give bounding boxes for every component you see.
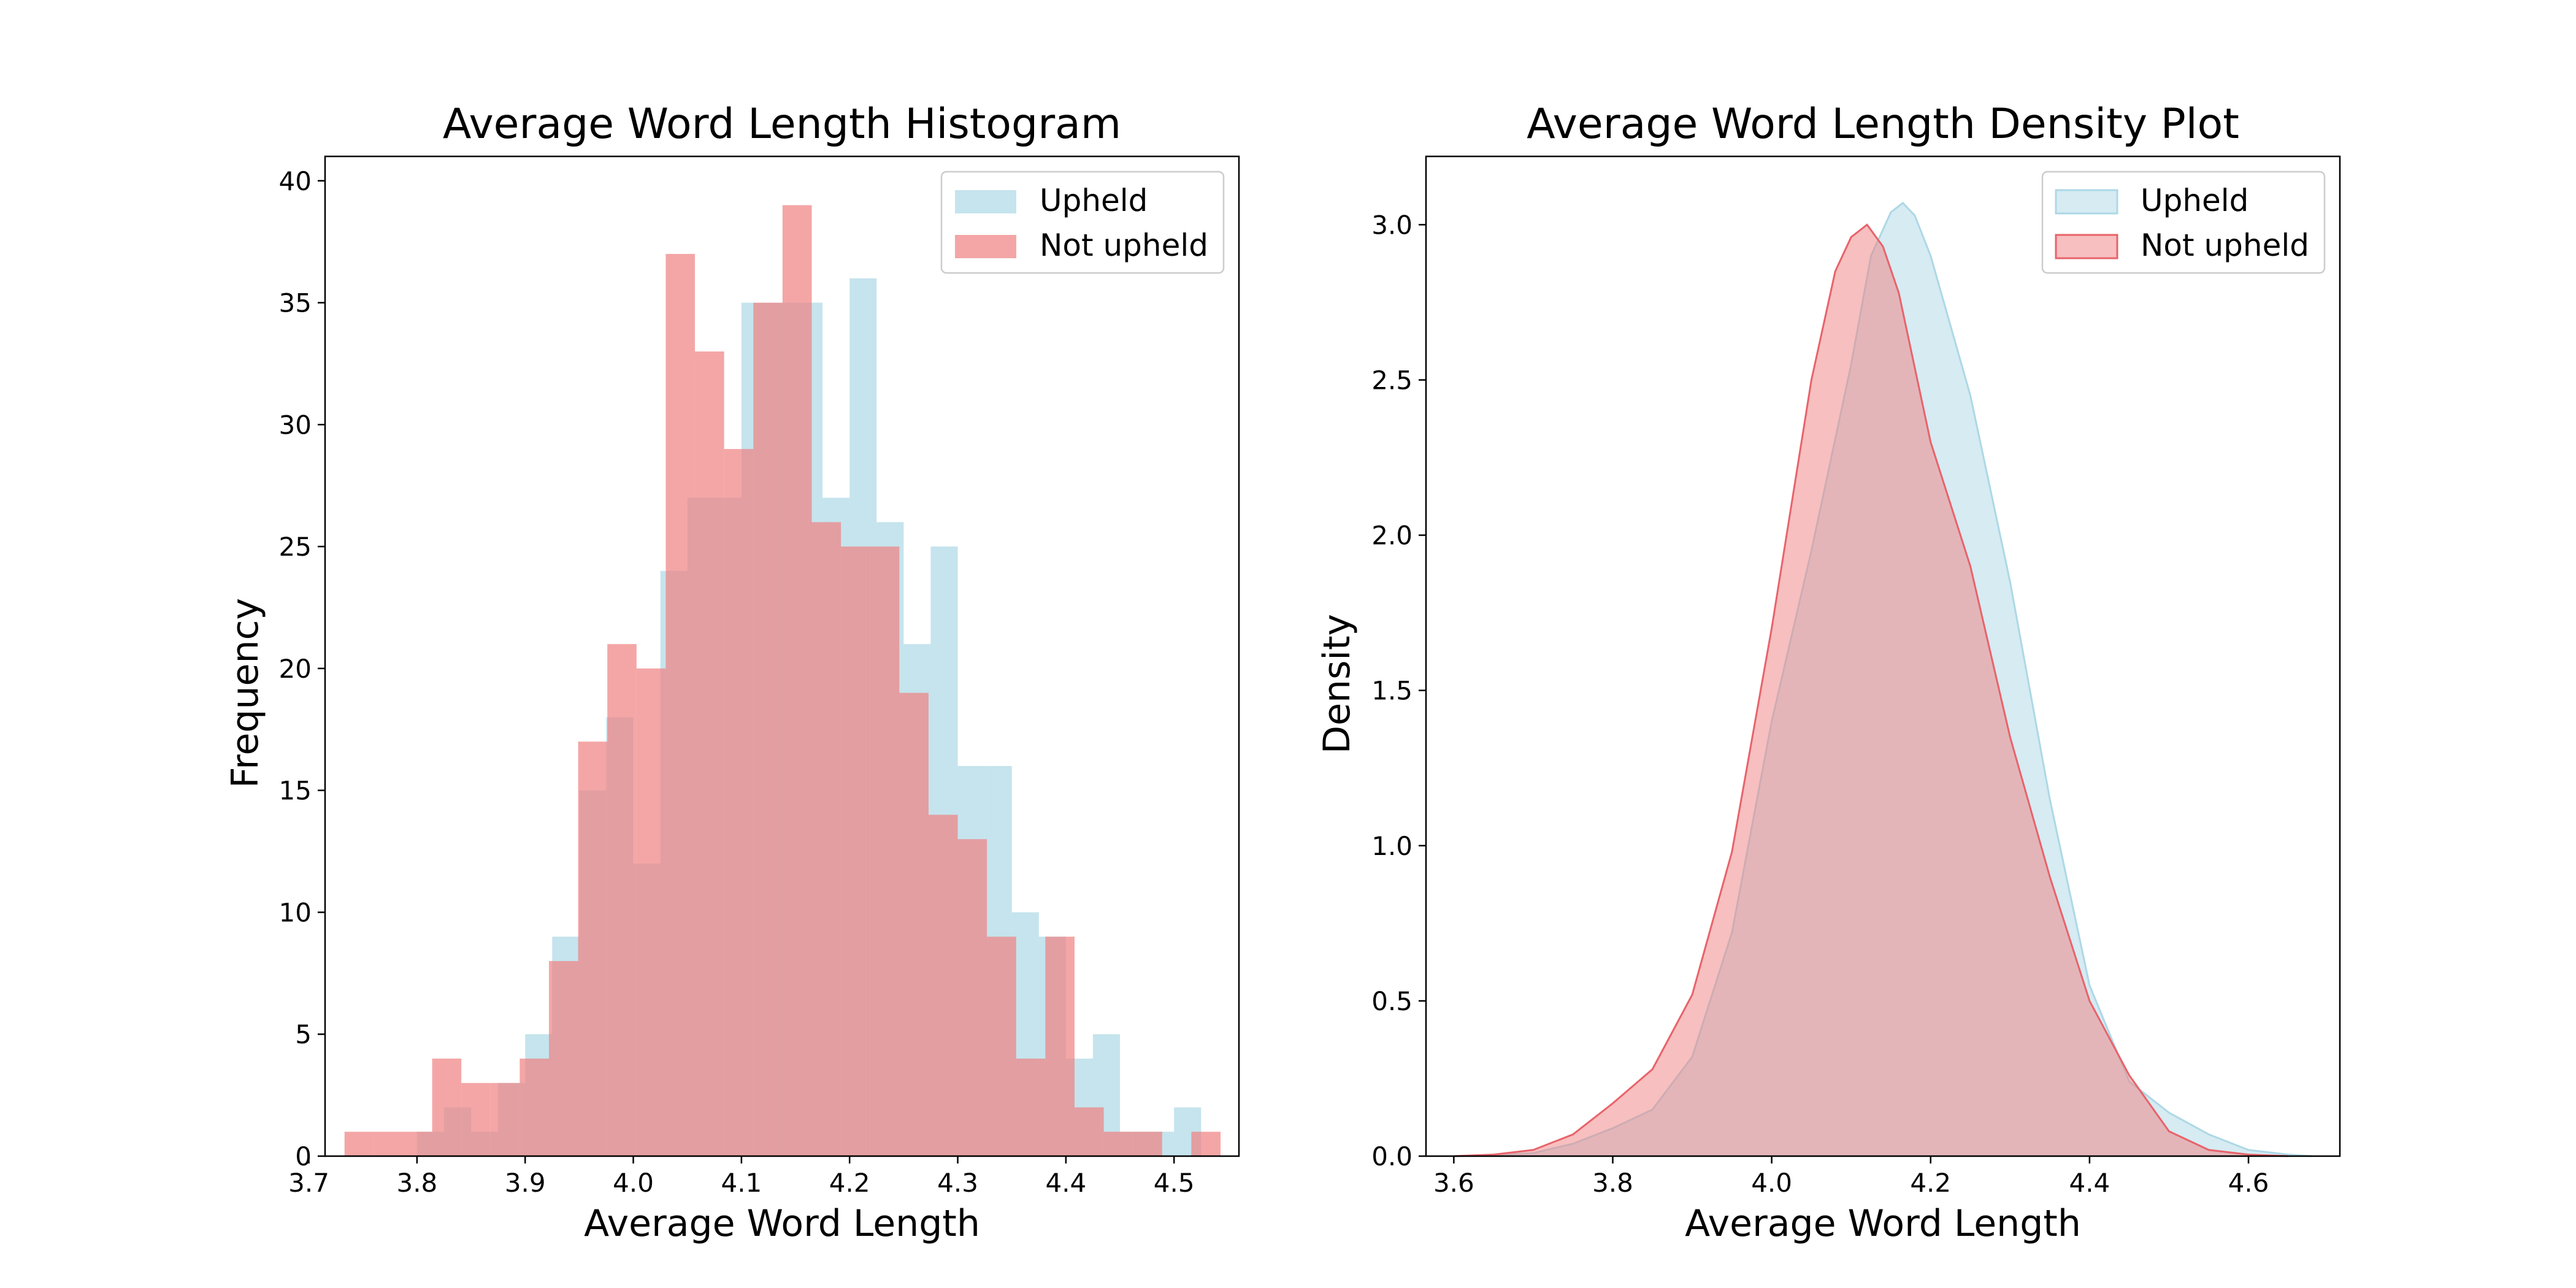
histogram-bar [928, 815, 958, 1156]
density-x-tick-label: 3.8 [1592, 1168, 1633, 1198]
histogram-y-tick-label: 20 [279, 654, 312, 684]
histogram-y-tick-label: 40 [279, 166, 312, 196]
histogram-bar [578, 742, 608, 1156]
histogram-legend-label: Not upheld [1040, 228, 1208, 263]
histogram-bar [607, 644, 637, 1156]
histogram-legend: Upheld Not upheld [940, 171, 1225, 274]
density-y-tick-label: 1.5 [1371, 676, 1413, 706]
histogram-bar [811, 522, 841, 1156]
histogram-x-tick-label: 4.1 [721, 1168, 762, 1198]
histogram-bar [841, 546, 870, 1156]
density-plot-area: 3.6 3.8 4.0 4.2 4.4 4.6 0.0 0.5 1.0 1.5 2.0 2.5 3.0 U… [1371, 155, 2341, 1198]
density-y-tick-label: 1.0 [1371, 831, 1413, 861]
density-line-not-upheld [1454, 223, 2288, 1157]
density-legend-label: Upheld [2141, 183, 2248, 218]
histogram-bar [344, 1132, 374, 1156]
histogram-bar [374, 1132, 403, 1156]
histogram-bar [1103, 1132, 1133, 1156]
density-legend: Upheld Not upheld [2041, 171, 2326, 274]
histogram-bar [753, 302, 783, 1156]
histogram-bar [1016, 1058, 1046, 1156]
histogram-x-tick-label: 3.8 [396, 1168, 437, 1198]
histogram-x-tick-label: 4.5 [1154, 1168, 1195, 1198]
density-y-tick-label: 0.0 [1371, 1141, 1413, 1171]
density-x-tick-label: 4.0 [1751, 1168, 1792, 1198]
density-y-tick-label: 0.5 [1371, 986, 1413, 1016]
histogram-y-tick-label: 30 [279, 410, 312, 440]
histogram-bar [490, 1083, 520, 1156]
histogram-bar [870, 546, 900, 1156]
histogram-bar [1191, 1132, 1221, 1156]
histogram-bar [957, 839, 987, 1156]
histogram-legend-label: Upheld [1040, 183, 1148, 218]
histogram-axes-frame [324, 155, 1240, 1157]
density-legend-swatch [2055, 234, 2118, 259]
histogram-bar [549, 960, 578, 1156]
histogram-bar [432, 1058, 462, 1156]
histogram-bar [724, 449, 754, 1156]
density-y-axis-label: Density [1316, 614, 1359, 754]
histogram-legend-swatch [955, 190, 1016, 213]
histogram-title: Average Word Length Histogram [443, 100, 1121, 148]
histogram-y-axis-label: Frequency [224, 598, 267, 788]
density-y-tick-label: 2.0 [1371, 521, 1413, 551]
density-y-tick-label: 2.5 [1371, 365, 1413, 395]
histogram-bar [461, 1083, 491, 1156]
histogram-x-tick-label: 4.4 [1045, 1168, 1086, 1198]
histogram-x-tick-label: 4.3 [937, 1168, 978, 1198]
density-axes-frame [1425, 155, 2341, 1157]
histogram-x-tick-label: 3.7 [288, 1168, 329, 1198]
histogram-x-tick-label: 3.9 [505, 1168, 546, 1198]
density-x-tick-label: 4.2 [1910, 1168, 1951, 1198]
density-x-axis-label: Average Word Length [1685, 1202, 2081, 1245]
density-y-tick-label: 3.0 [1371, 210, 1413, 240]
histogram-bar [987, 937, 1016, 1156]
histogram-bar [782, 205, 812, 1156]
histogram-bar [695, 351, 724, 1156]
histogram-plot-area: 3.7 3.8 3.9 4.0 4.1 4.2 4.3 4.4 4.5 0 5 10 15 20 25 30 3… [279, 155, 1240, 1198]
histogram-y-tick-label: 15 [279, 776, 312, 806]
histogram-x-axis-label: Average Word Length [584, 1202, 980, 1245]
density-legend-label: Not upheld [2141, 228, 2309, 263]
histogram-legend-swatch [955, 235, 1016, 258]
density-x-tick-label: 3.6 [1433, 1168, 1474, 1198]
density-x-tick-label: 4.4 [2069, 1168, 2110, 1198]
density-area-not-upheld [1454, 224, 2288, 1156]
histogram-x-tick-label: 4.2 [829, 1168, 870, 1198]
histogram-bar [519, 1058, 550, 1156]
histogram-bar [1074, 1107, 1104, 1156]
histogram-bar [665, 254, 696, 1156]
histogram-bar [402, 1132, 432, 1156]
histogram-bar [899, 692, 929, 1156]
density-x-tick-label: 4.6 [2228, 1168, 2269, 1198]
histogram-x-tick-label: 4.0 [613, 1168, 654, 1198]
histogram-y-tick-label: 5 [295, 1019, 312, 1049]
density-panel: Average Word Length Density Plot 3.6 3.8 4… [1316, 100, 2341, 1245]
histogram-y-tick-label: 10 [279, 897, 312, 927]
histogram-y-tick-label: 0 [295, 1141, 312, 1171]
histogram-y-tick-label: 25 [279, 532, 312, 562]
density-legend-swatch [2055, 189, 2118, 215]
histogram-bar [636, 668, 666, 1156]
histogram-y-tick-label: 35 [279, 288, 312, 318]
histogram-bar [1045, 937, 1075, 1156]
density-title: Average Word Length Density Plot [1527, 100, 2239, 148]
histogram-bar [1133, 1132, 1162, 1156]
histogram-panel: Average Word Length Histogram 3.7 3.8 3.9 4… [224, 100, 1240, 1245]
